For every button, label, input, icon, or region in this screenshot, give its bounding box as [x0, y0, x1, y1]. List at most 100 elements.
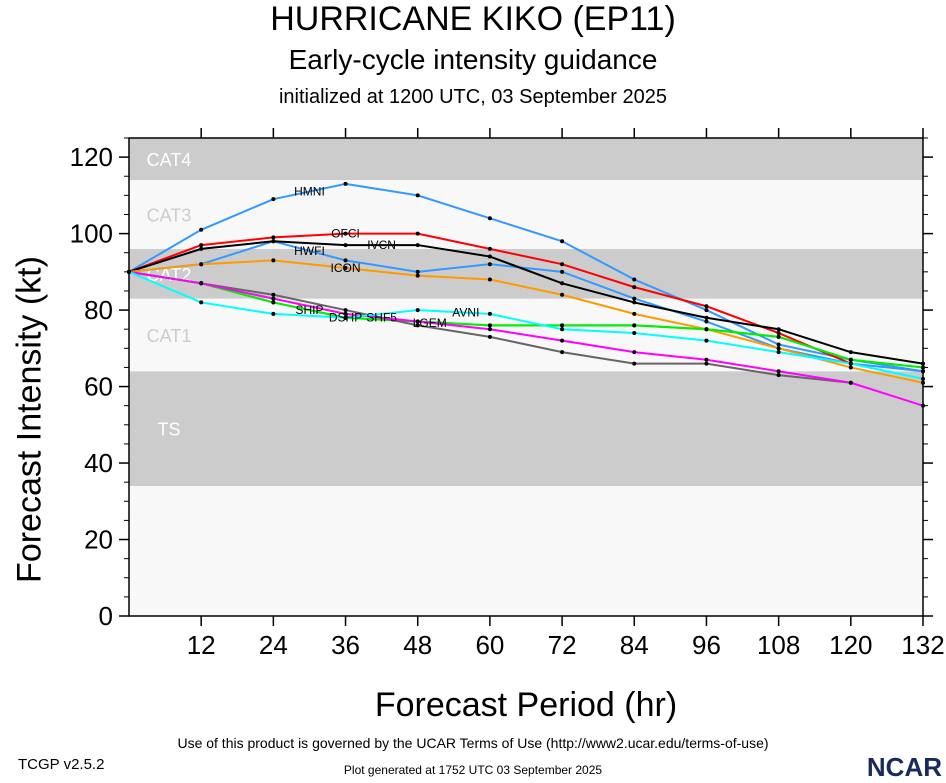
x-tick-label: 36 — [331, 630, 360, 660]
data-point-lgem — [921, 403, 925, 408]
data-point-dshp — [704, 327, 709, 332]
series-label-shf5: SHF5 — [366, 311, 397, 325]
band-label: CAT1 — [147, 326, 192, 346]
data-point-lgem — [704, 357, 709, 362]
data-point-hmni — [415, 193, 420, 198]
data-point-dshp — [776, 334, 781, 339]
data-point-dshp — [632, 323, 637, 328]
band-cat3 — [129, 180, 923, 249]
data-point-ivcn — [776, 327, 781, 332]
data-point-hwfi — [343, 258, 348, 263]
data-point-dshp — [560, 323, 565, 328]
data-point-hwfi — [560, 269, 565, 274]
y-tick-label: 80 — [84, 295, 113, 325]
data-point-shf5 — [415, 323, 420, 328]
data-point-shf5 — [704, 361, 709, 366]
series-line-ivcn — [128, 240, 924, 365]
data-point-lgem — [632, 350, 637, 355]
data-point-avni — [704, 338, 709, 343]
data-point-avni — [776, 350, 781, 355]
data-point-lgem — [776, 369, 781, 374]
x-tick-label: 12 — [187, 630, 216, 660]
ncar-logo: NCAR — [866, 752, 942, 782]
data-point-hwfi — [704, 319, 709, 324]
version-text: TCGP v2.5.2 — [18, 756, 105, 773]
x-tick-label: 132 — [901, 630, 944, 660]
data-point-icon — [487, 277, 492, 282]
x-axis-label: Forecast Period (hr) — [374, 686, 678, 724]
data-point-lgem — [415, 319, 420, 324]
data-point-dshp — [487, 323, 492, 328]
data-point-lgem — [487, 327, 492, 332]
y-axis-label: Forecast Intensity (kt) — [10, 256, 49, 583]
data-point-shf5 — [560, 350, 565, 355]
data-point-dshp — [921, 365, 925, 370]
data-point-hmni — [487, 216, 492, 221]
data-point-avni — [560, 327, 565, 332]
data-point-hmni — [271, 197, 276, 202]
data-point-icon — [271, 258, 276, 263]
series-line-icon — [128, 259, 924, 384]
data-point-icon — [776, 346, 781, 351]
band-cat4 — [129, 138, 923, 181]
data-point-ofci — [704, 304, 709, 309]
data-point-ofci — [487, 246, 492, 251]
series-line-hmni — [128, 182, 924, 373]
series-label-hwfi: HWFI — [294, 244, 325, 258]
data-point-icon — [343, 266, 348, 271]
data-point-ivcn — [560, 281, 565, 286]
y-tick-label: 0 — [99, 601, 113, 631]
data-point-hmni — [343, 181, 348, 186]
band-ts — [129, 371, 923, 486]
data-point-avni — [415, 308, 420, 313]
band-label: CAT3 — [147, 205, 192, 225]
data-point-dshp — [848, 357, 853, 362]
band-below — [129, 485, 923, 616]
y-tick-label: 60 — [84, 372, 113, 402]
chart-title: HURRICANE KIKO (EP11) — [270, 0, 676, 38]
data-point-ofci — [415, 231, 420, 236]
data-point-avni — [343, 315, 348, 320]
data-point-icon — [199, 262, 204, 267]
data-point-lgem — [343, 311, 348, 316]
data-point-ivcn — [848, 350, 853, 355]
series-line-avni — [128, 270, 924, 380]
band-label: TS — [157, 420, 180, 440]
data-point-avni — [271, 311, 276, 316]
data-point-icon — [415, 273, 420, 278]
init-line: initialized at 1200 UTC, 03 September 20… — [278, 86, 667, 108]
y-tick-label: 20 — [84, 525, 113, 555]
data-point-hwfi — [487, 262, 492, 267]
data-point-avni — [632, 331, 637, 336]
data-point-hmni — [199, 227, 204, 232]
data-point-lgem — [271, 296, 276, 301]
data-point-shf5 — [271, 292, 276, 297]
data-point-ivcn — [921, 361, 925, 366]
series-label-avni: AVNI — [452, 306, 479, 320]
data-point-ofci — [776, 331, 781, 336]
data-point-ofci — [271, 235, 276, 240]
series-label-ship: SHIP — [295, 303, 323, 317]
series-line-dshp — [128, 270, 924, 369]
data-point-hmni — [560, 239, 565, 244]
data-point-icon — [632, 311, 637, 316]
data-point-lgem — [560, 338, 565, 343]
data-point-ofci — [632, 285, 637, 290]
x-tick-label: 24 — [259, 630, 288, 660]
data-point-avni — [921, 376, 925, 381]
data-point-ivcn — [487, 254, 492, 259]
generated-text: Plot generated at 1752 UTC 03 September … — [343, 763, 603, 777]
series-label-dshp: DSHP — [329, 311, 362, 325]
y-tick-label: 100 — [70, 219, 113, 249]
series-line-lgem — [128, 270, 924, 407]
data-point-ivcn — [704, 315, 709, 320]
terms-text: Use of this product is governed by the U… — [177, 735, 769, 751]
data-point-hwfi — [921, 369, 925, 374]
data-point-dshp — [271, 300, 276, 305]
data-point-icon — [848, 365, 853, 370]
data-point-icon — [921, 380, 925, 385]
data-point-shf5 — [632, 361, 637, 366]
data-point-avni — [487, 311, 492, 316]
data-point-ivcn — [199, 246, 204, 251]
series-label-hmni: HMNI — [294, 185, 325, 199]
